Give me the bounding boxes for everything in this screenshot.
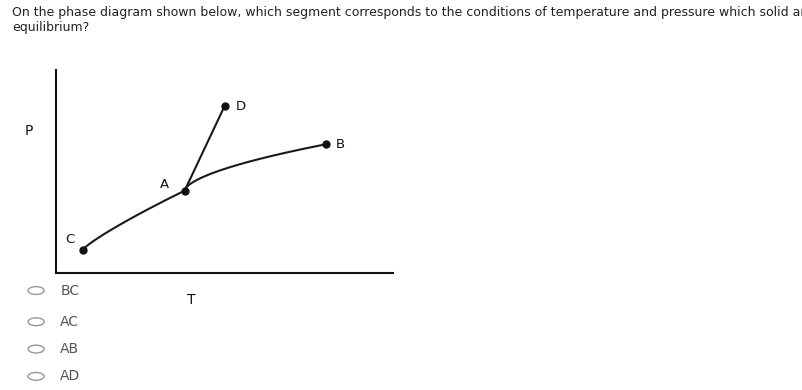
Text: A: A xyxy=(160,178,169,191)
Text: T: T xyxy=(187,293,195,307)
Text: AB: AB xyxy=(60,342,79,356)
Text: D: D xyxy=(236,99,245,113)
Text: equilibrium?: equilibrium? xyxy=(12,21,89,34)
Text: BC: BC xyxy=(60,284,79,298)
Text: C: C xyxy=(65,233,75,246)
Text: On the phase diagram shown below, which segment corresponds to the conditions of: On the phase diagram shown below, which … xyxy=(12,6,802,19)
Text: AC: AC xyxy=(60,315,79,329)
Text: AD: AD xyxy=(60,369,80,383)
Text: B: B xyxy=(335,138,345,151)
Text: P: P xyxy=(25,124,34,138)
